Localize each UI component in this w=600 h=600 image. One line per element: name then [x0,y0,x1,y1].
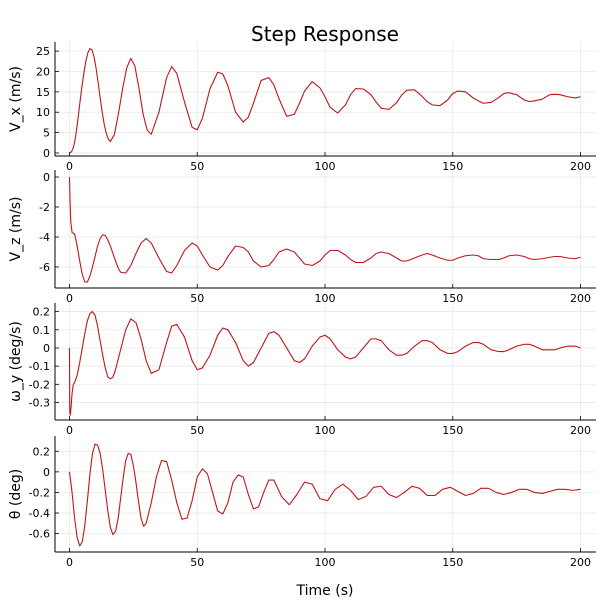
subplot-2: 0 50 100 150 200 0 -2 -4 -6 V_z (m/s) [8,170,596,305]
x-tick-label: 0 [66,556,73,569]
y-axis-label: θ (deg) [8,469,24,519]
x-tick-label: 100 [315,160,336,173]
x-tick-label: 150 [442,292,463,305]
y-tick-label: -0.4 [29,507,50,520]
y-tick-label: 5 [43,127,50,140]
x-tick-label: 200 [570,292,591,305]
x-tick-label: 200 [570,556,591,569]
x-tick-label: 200 [570,160,591,173]
y-tick-label: 0 [43,171,50,184]
y-tick-label: 0.1 [33,324,51,337]
x-tick-label: 200 [570,424,591,437]
y-tick-label: -0.2 [29,486,50,499]
x-tick-label: 100 [315,556,336,569]
y-tick-label: 10 [36,106,50,119]
x-tick-label: 50 [190,160,204,173]
x-tick-label: 150 [442,160,463,173]
y-tick-label: -6 [39,261,50,274]
x-tick-label: 0 [66,160,73,173]
x-tick-label: 50 [190,424,204,437]
series-line [68,311,581,416]
x-tick-label: 0 [66,292,73,305]
x-tick-label: 150 [442,424,463,437]
x-tick-label: 0 [66,424,73,437]
series-line [69,48,581,154]
y-tick-label: 25 [36,45,50,58]
y-tick-label: 0 [43,342,50,355]
series-line [68,443,581,547]
x-tick-label: 100 [315,424,336,437]
y-axis-label: V_x (m/s) [8,66,24,132]
y-tick-label: 0.2 [33,306,51,319]
y-axis-label: ω_y (deg/s) [8,321,24,402]
subplot-1: 0 50 100 150 200 0 5 10 15 20 25 V_x (m/s) [8,42,596,173]
y-tick-label: 15 [36,86,50,99]
y-tick-label: -2 [39,201,50,214]
y-tick-label: 0 [43,466,50,479]
y-tick-label: 0.2 [33,445,51,458]
x-tick-label: 100 [315,292,336,305]
series-line [68,176,581,283]
y-tick-label: -0.2 [29,378,50,391]
y-tick-label: 0 [43,147,50,160]
y-tick-label: -0.6 [29,528,50,541]
y-tick-label: 20 [36,65,50,78]
y-tick-label: -4 [39,231,50,244]
x-tick-label: 150 [442,556,463,569]
y-tick-label: -0.3 [29,396,50,409]
subplot-4: 0 50 100 150 200 0.2 0 -0.2 -0.4 -0.6 θ (deg) [8,436,596,569]
y-axis-label: V_z (m/s) [8,197,24,262]
x-tick-label: 50 [190,292,204,305]
subplot-panels: 0 50 100 150 200 0 5 10 15 20 25 V_x (m/s) 0 50 100 150… [8,42,596,569]
y-tick-label: -0.1 [29,360,50,373]
x-tick-label: 50 [190,556,204,569]
x-axis-label: Time (s) [296,583,354,599]
subplot-3: 0 50 100 150 200 0.2 0.1 0 -0.1 -0.2 -0.3 ω_y (deg/… [8,303,596,437]
